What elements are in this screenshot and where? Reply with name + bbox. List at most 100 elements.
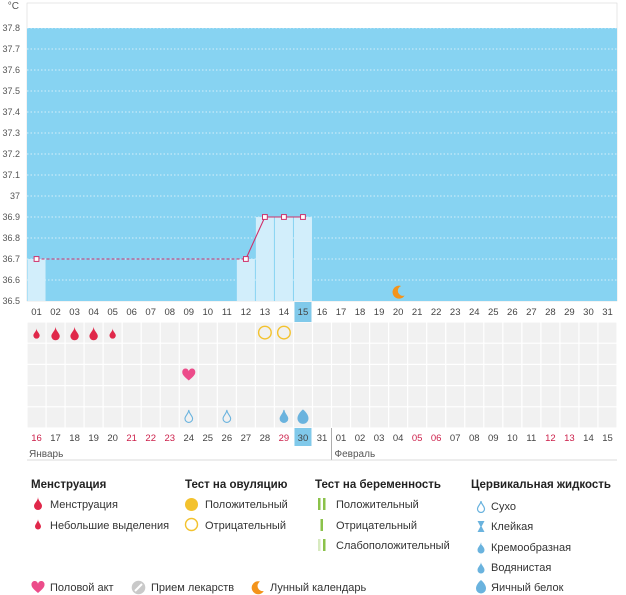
event-grid-cell <box>598 365 617 385</box>
event-grid-cell <box>560 365 579 385</box>
event-grid-cell <box>560 407 579 428</box>
event-grid-cell <box>389 407 408 428</box>
event-grid-cell <box>598 322 617 343</box>
event-grid-cell <box>408 407 427 428</box>
event-grid-cell <box>179 407 198 428</box>
temperature-point <box>242 256 249 262</box>
event-grid-cell <box>598 343 617 364</box>
event-grid-cell <box>103 386 122 407</box>
y-unit-label: °C <box>8 1 19 12</box>
legend-medication-label: Прием лекарств <box>151 582 235 594</box>
event-grid-cell <box>313 365 331 385</box>
fluid-eggwhite-icon <box>297 409 309 424</box>
event-grid-cell <box>522 322 541 343</box>
cycle-day-label: 26 <box>507 307 518 318</box>
event-grid-cell <box>103 407 122 428</box>
event-grid-cell <box>560 322 579 343</box>
event-grid-cell <box>408 386 427 407</box>
temperature-line-segment <box>245 216 266 260</box>
event-grid-cell <box>294 386 312 407</box>
event-grid-cell <box>446 343 465 364</box>
legend-pregnancy-title: Тест на беременность <box>315 479 441 491</box>
event-grid-cell <box>503 386 522 407</box>
calendar-date-label: 15 <box>602 433 613 444</box>
today-date-marker <box>294 428 312 446</box>
calendar-date-label: 21 <box>126 433 137 444</box>
temperature-point <box>262 214 268 220</box>
event-grid-cell <box>255 365 274 385</box>
cycle-day-label: 05 <box>107 307 118 318</box>
event-grid-cell <box>255 407 274 428</box>
cycle-day-label: 13 <box>260 307 271 318</box>
event-grid-cell <box>65 386 84 407</box>
heart-icon <box>182 368 196 381</box>
temperature-area <box>27 28 617 301</box>
y-tick-label: 36.9 <box>2 212 20 222</box>
cycle-day-label: 24 <box>469 307 480 318</box>
event-grid-cell <box>484 407 503 428</box>
event-grid-cell <box>541 407 560 428</box>
event-grid-cell <box>522 386 541 407</box>
event-grid-cell <box>122 343 141 364</box>
calendar-date-label: 23 <box>164 433 175 444</box>
legend-fluid-creamy-label: Кремообразная <box>491 542 572 554</box>
calendar-date-label: 10 <box>507 433 518 444</box>
cycle-day-label: 10 <box>203 307 214 318</box>
event-grid-cell <box>465 386 484 407</box>
event-grid-cell <box>389 386 408 407</box>
cycle-day-label: 19 <box>374 307 385 318</box>
calendar-date-label: 07 <box>450 433 461 444</box>
event-grid-cell <box>351 407 369 428</box>
cycle-day-label: 23 <box>450 307 461 318</box>
y-tick-label: 36.8 <box>2 233 20 243</box>
cycle-day-label: 11 <box>222 307 232 318</box>
event-grid-cell <box>236 407 255 428</box>
calendar-date-label: 31 <box>317 433 328 444</box>
y-tick-label: 37.6 <box>2 65 20 75</box>
event-grid-cell <box>503 365 522 385</box>
today-cycle-marker <box>294 302 312 322</box>
event-grid-cell <box>27 407 46 428</box>
cycle-day-label: 01 <box>31 307 42 318</box>
temperature-column <box>274 217 293 301</box>
event-grid-cell <box>122 322 141 343</box>
blood-drop-icon <box>89 326 98 341</box>
calendar-date-label: 02 <box>355 433 366 444</box>
event-grid-cell <box>598 407 617 428</box>
calendar-date-label: 04 <box>393 433 404 444</box>
calendar-date-label: 05 <box>412 433 423 444</box>
blood-drop-icon <box>51 326 60 341</box>
event-grid-cell <box>427 407 446 428</box>
calendar-date-label: 29 <box>279 433 290 444</box>
blood-drop-icon <box>109 328 116 339</box>
event-grid-cell <box>141 322 160 343</box>
y-tick-label: 36.6 <box>2 275 20 285</box>
y-tick-label: 36.5 <box>2 296 20 306</box>
event-grid-cell <box>332 407 350 428</box>
event-grid-cell <box>313 343 331 364</box>
cycle-day-label: 03 <box>69 307 80 318</box>
event-grid-cell <box>65 343 84 364</box>
event-grid-cell <box>103 365 122 385</box>
cycle-day-label: 20 <box>393 307 404 318</box>
event-grid-cell <box>160 386 179 407</box>
cycle-day-label: 27 <box>526 307 537 318</box>
event-grid-cell <box>541 343 560 364</box>
event-grid-cell <box>465 365 484 385</box>
calendar-date-label: 18 <box>69 433 80 444</box>
cycle-day-label: 28 <box>545 307 556 318</box>
fluid-watery-icon <box>279 409 289 423</box>
legend-lunar-label: Лунный календарь <box>270 582 367 594</box>
event-grid-cell <box>332 343 350 364</box>
month-label: Январь <box>29 449 63 460</box>
moon-icon <box>392 285 405 299</box>
cycle-day-label: 09 <box>183 307 194 318</box>
y-tick-label: 37.4 <box>2 107 20 117</box>
calendar-date-label: 01 <box>336 433 347 444</box>
event-grid-cell <box>408 365 427 385</box>
cycle-day-label: 16 <box>317 307 328 318</box>
event-grid-cell <box>198 386 217 407</box>
event-grid-cell <box>503 343 522 364</box>
event-grid-cell <box>141 407 160 428</box>
cycle-day-label: 18 <box>355 307 366 318</box>
